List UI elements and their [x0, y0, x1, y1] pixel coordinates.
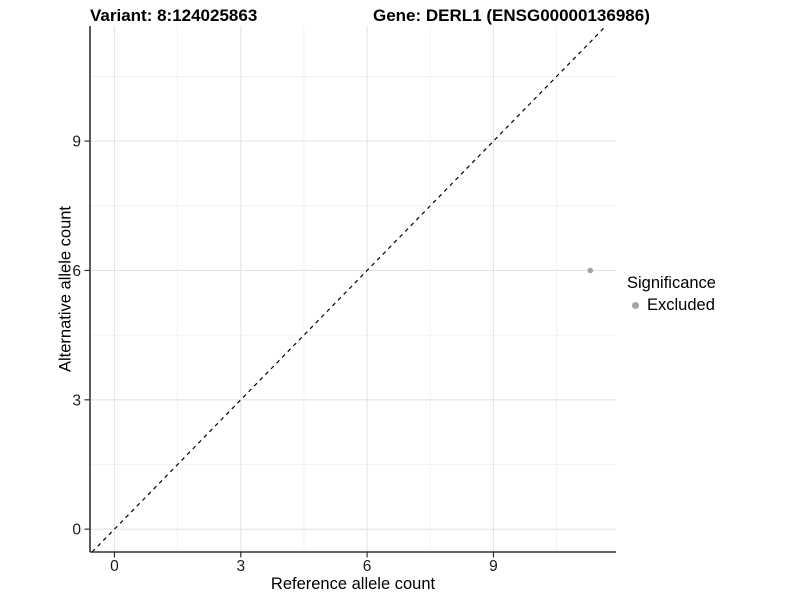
y-tick-label: 3: [72, 392, 81, 409]
identity-dashed-line: [91, 25, 607, 553]
legend-entry-excluded: Excluded: [627, 296, 716, 315]
y-tick-label: 6: [72, 263, 81, 280]
legend: Significance Excluded: [627, 274, 716, 315]
x-tick-label: 3: [236, 558, 245, 575]
y-tick-label: 0: [72, 522, 81, 539]
variant-title: Variant: 8:124025863: [90, 6, 258, 25]
y-axis-title: Alternative allele count: [56, 205, 75, 373]
legend-point-swatch-icon: [632, 302, 639, 309]
x-tick-label: 0: [110, 558, 119, 575]
legend-entry-label: Excluded: [647, 296, 715, 314]
x-tick-label: 9: [489, 558, 498, 575]
legend-title: Significance: [627, 274, 716, 292]
y-tick-label: 9: [72, 134, 81, 151]
gene-title: Gene: DERL1 (ENSG00000136986): [373, 6, 650, 25]
data-point: [587, 267, 594, 274]
x-axis-title: Reference allele count: [270, 575, 436, 593]
x-tick-label: 6: [363, 558, 372, 575]
